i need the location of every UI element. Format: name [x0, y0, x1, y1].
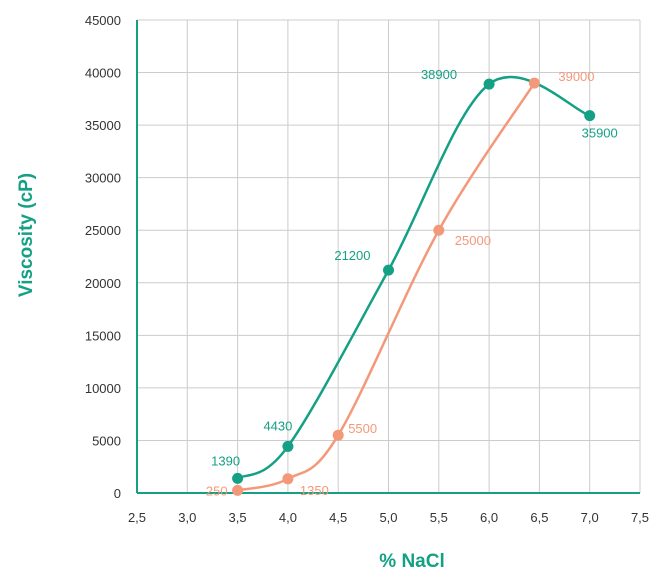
y-axis-label: Viscosity (cP)	[16, 173, 37, 297]
x-tick-label: 5,5	[430, 510, 448, 525]
data-point	[232, 484, 244, 496]
x-tick-label: 4,0	[279, 510, 297, 525]
grid	[137, 19, 641, 493]
data-point	[383, 264, 394, 276]
data-point	[584, 110, 596, 122]
y-tick-label: 40000	[85, 66, 121, 81]
data-point	[483, 78, 495, 90]
x-axis-label: % NaCl	[379, 551, 444, 571]
x-tick-label: 7,5	[631, 510, 649, 525]
data-label: 35900	[582, 126, 618, 141]
data-labels: 1390 4430 21200 38900 35900 250 1350 5500 25000 3…	[206, 67, 618, 498]
data-label: 25000	[455, 233, 491, 248]
data-point	[232, 472, 244, 484]
y-tick-label: 5000	[92, 433, 121, 448]
data-label: 5500	[348, 421, 377, 436]
data-label: 4430	[263, 418, 292, 433]
data-point	[433, 224, 445, 236]
data-label: 1390	[211, 453, 240, 468]
x-tick-label: 2,5	[128, 510, 146, 525]
x-tick-label: 6,0	[480, 510, 498, 525]
y-tick-labels: 0 5000 10000 15000 20000 25000 30000 35000 40000…	[85, 13, 121, 501]
data-point	[282, 440, 294, 452]
series-points	[232, 77, 596, 496]
x-tick-label: 3,0	[178, 510, 196, 525]
data-point	[528, 77, 540, 89]
data-label: 21200	[334, 248, 370, 263]
y-tick-label: 30000	[85, 171, 121, 186]
data-label: 38900	[421, 67, 457, 82]
x-tick-label: 6,5	[530, 510, 548, 525]
x-tick-labels: 2,5 3,0 3,5 4,0 4,5 5,0 5,5 6,0 6,5 7,0 7,5	[128, 510, 649, 525]
y-tick-label: 45000	[85, 13, 121, 28]
data-label: 250	[206, 483, 228, 498]
y-tick-label: 20000	[85, 276, 121, 291]
x-tick-label: 5,0	[379, 510, 397, 525]
y-tick-label: 35000	[85, 118, 121, 133]
data-point	[282, 473, 294, 485]
data-point	[332, 429, 344, 441]
y-tick-label: 10000	[85, 381, 121, 396]
y-tick-label: 15000	[85, 328, 121, 343]
data-label: 1350	[300, 483, 329, 498]
x-tick-label: 3,5	[229, 510, 247, 525]
x-tick-label: 7,0	[581, 510, 599, 525]
y-tick-label: 25000	[85, 223, 121, 238]
data-label: 39000	[558, 69, 594, 84]
axes	[136, 20, 640, 494]
x-tick-label: 4,5	[329, 510, 347, 525]
y-tick-label: 0	[114, 486, 121, 501]
